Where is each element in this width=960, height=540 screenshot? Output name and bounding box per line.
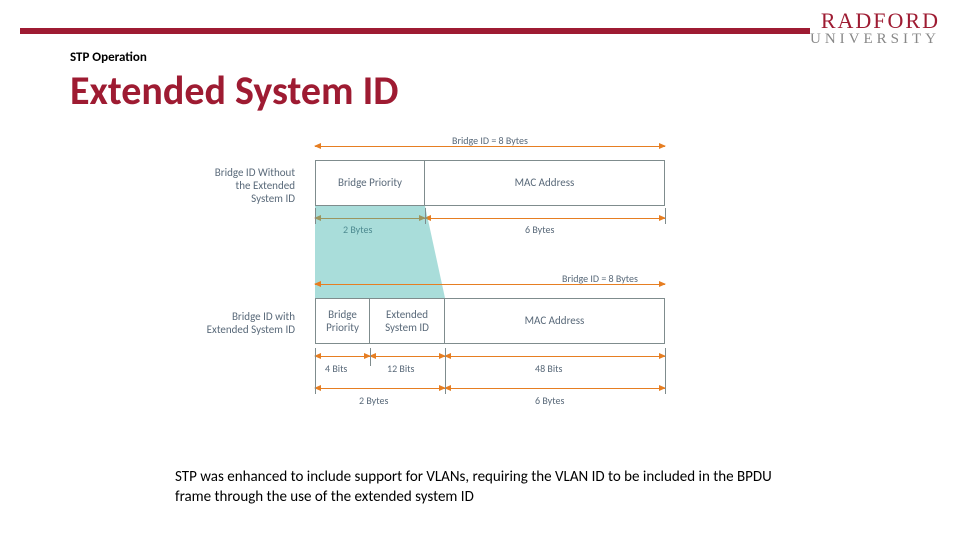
tick <box>665 208 666 224</box>
bottom-bits-label-1: 4 Bits <box>325 362 347 375</box>
bottom-bits-arrow-3 <box>445 356 665 357</box>
top-total-label: Bridge ID = 8 Bytes <box>435 134 545 147</box>
bottom-bytegroup-arrow-2 <box>445 388 665 389</box>
top-bytes-label-2: 6 Bytes <box>525 223 554 236</box>
bottom-box-priority: BridgePriority <box>315 298 370 344</box>
top-bytes-arrow-2 <box>425 218 665 219</box>
tick <box>665 348 666 394</box>
bottom-bytegroup-label-1: 2 Bytes <box>359 394 388 407</box>
university-logo: RADFORD UNIVERSITY <box>810 10 940 47</box>
tick <box>315 208 316 224</box>
bottom-bytegroup-label-2: 6 Bytes <box>535 394 564 407</box>
bottom-box-extid: ExtendedSystem ID <box>370 298 445 344</box>
header-rule <box>20 28 810 34</box>
bottom-total-label: Bridge ID = 8 Bytes <box>545 272 655 285</box>
bottom-bits-arrow-2 <box>370 356 445 357</box>
bottom-bits-arrow-1 <box>315 356 370 357</box>
slide-subtitle: STP Operation <box>70 50 147 65</box>
logo-bottom-text: UNIVERSITY <box>810 32 940 47</box>
top-box-priority: Bridge Priority <box>315 160 425 206</box>
top-box-mac: MAC Address <box>425 160 665 206</box>
tick <box>425 208 426 224</box>
bottom-bits-label-2: 12 Bits <box>387 362 414 375</box>
logo-top-text: RADFORD <box>810 10 940 32</box>
bottom-side-label: Bridge ID withExtended System ID <box>185 310 295 336</box>
bottom-box-row: BridgePriority ExtendedSystem ID MAC Add… <box>315 298 665 344</box>
tick <box>445 348 446 394</box>
slide-title: Extended System ID <box>70 66 399 115</box>
bridge-id-diagram: Bridge ID = 8 Bytes Bridge ID Withoutthe… <box>175 138 735 448</box>
bottom-bytegroup-arrow-1 <box>315 388 445 389</box>
tick <box>370 348 371 366</box>
top-box-row: Bridge Priority MAC Address <box>315 160 665 206</box>
tick <box>315 348 316 394</box>
bottom-bits-label-3: 48 Bits <box>535 362 562 375</box>
top-side-label: Bridge ID Withoutthe ExtendedSystem ID <box>185 166 295 206</box>
bottom-box-mac: MAC Address <box>445 298 665 344</box>
slide-caption: STP was enhanced to include support for … <box>175 468 775 507</box>
